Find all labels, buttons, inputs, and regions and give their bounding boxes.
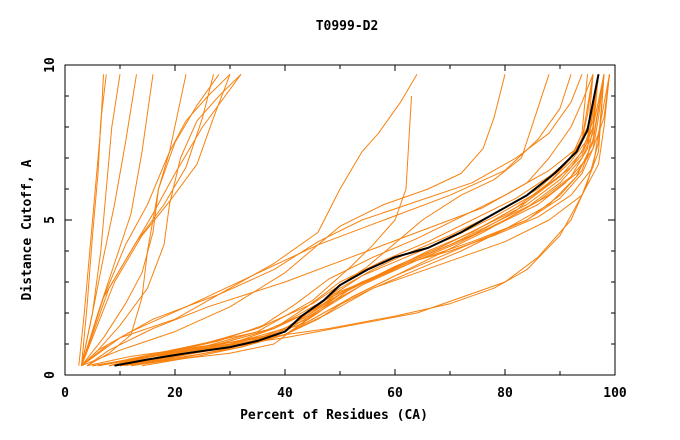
- x-tick-label: 40: [277, 386, 293, 401]
- x-tick-label: 20: [167, 386, 183, 401]
- model-series-line-33: [119, 74, 610, 367]
- model-series-line-1: [78, 74, 104, 366]
- model-series-line-30: [108, 74, 594, 367]
- model-series-line-2: [81, 74, 107, 366]
- model-series-line-15: [81, 74, 506, 367]
- x-tick-label: 60: [387, 386, 403, 401]
- model-series-line-29: [130, 74, 599, 367]
- y-tick-label: 0: [43, 371, 58, 379]
- highlight-series-group: [114, 74, 600, 367]
- model-series-line-4: [81, 74, 137, 366]
- model-series-line-10: [81, 73, 242, 367]
- chart-title: T0999-D2: [316, 19, 379, 34]
- model-series-line-25: [108, 74, 599, 367]
- model-series-line-38: [81, 74, 583, 367]
- model-series-group: [78, 73, 610, 367]
- model-series-line-9: [81, 74, 242, 366]
- model-series-line-13: [81, 74, 418, 367]
- highlight-series-line: [114, 74, 600, 367]
- model-series-line-16: [92, 74, 550, 367]
- x-tick-label: 0: [61, 386, 69, 401]
- x-tick-label: 80: [497, 386, 513, 401]
- model-series-line-35: [97, 74, 605, 367]
- model-series-line-36: [86, 74, 594, 367]
- x-axis-label: Percent of Residues (CA): [240, 408, 428, 423]
- x-axis: 0 20 40 60 80 100: [61, 65, 627, 401]
- y-axis-label: Distance Cutoff, A: [20, 159, 35, 300]
- model-series-line-11: [81, 73, 231, 367]
- y-tick-label: 5: [43, 216, 58, 224]
- y-axis: 0 5 10: [43, 57, 615, 379]
- model-series-line-14: [92, 95, 412, 367]
- model-series-line-8: [81, 74, 231, 366]
- model-series-line-26: [97, 74, 599, 367]
- x-tick-label: 100: [603, 386, 627, 401]
- y-tick-label: 10: [43, 57, 58, 73]
- model-series-line-28: [141, 74, 599, 367]
